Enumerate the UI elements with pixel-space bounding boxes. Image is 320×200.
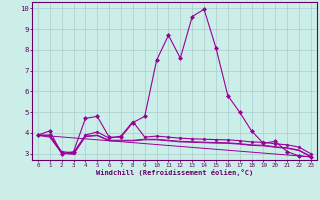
X-axis label: Windchill (Refroidissement éolien,°C): Windchill (Refroidissement éolien,°C): [96, 169, 253, 176]
